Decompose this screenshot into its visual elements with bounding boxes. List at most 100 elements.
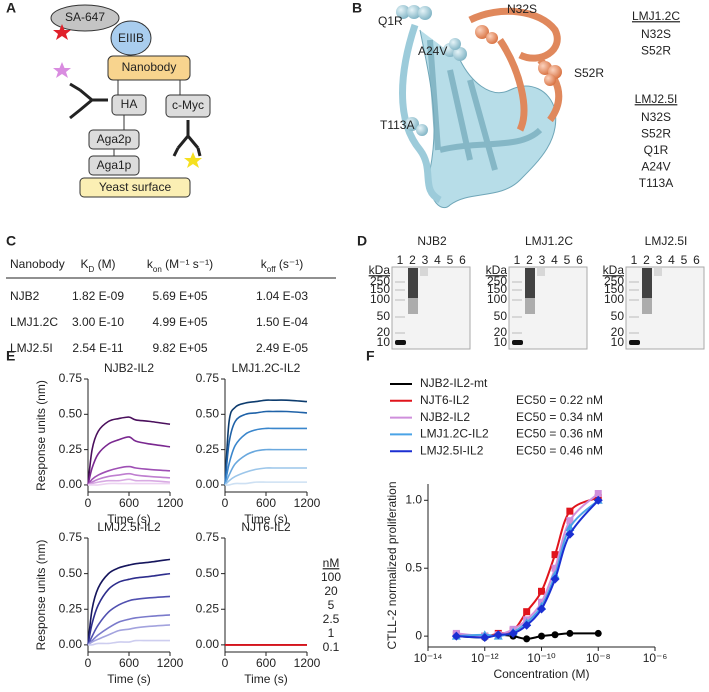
y-axis-label: CTLL-2 normalized proliferation bbox=[385, 481, 399, 649]
smear bbox=[654, 268, 662, 276]
ha-label: HA bbox=[121, 97, 138, 111]
x-tick-label: 10⁻¹² bbox=[471, 651, 499, 665]
ribbon bbox=[427, 39, 543, 171]
table-header: Nanobody bbox=[10, 257, 65, 271]
line bbox=[224, 410, 308, 486]
legend-title: LMJ2.5I bbox=[635, 92, 678, 106]
point bbox=[594, 629, 602, 637]
legend-entry: 0.1 bbox=[323, 640, 340, 654]
point bbox=[551, 551, 559, 559]
diagram-a: SA-647 EIIIB Nanobody HA c-Myc Aga2p Aga… bbox=[50, 4, 211, 198]
panel-label: A bbox=[6, 0, 16, 16]
x-tick-label: 1200 bbox=[294, 656, 321, 670]
chart-title: NJT6-IL2 bbox=[241, 520, 291, 534]
marker-label: 20 bbox=[377, 325, 391, 339]
legend-entry: NJB2-IL2-mt bbox=[420, 376, 488, 390]
lane-label: 6 bbox=[459, 253, 466, 267]
marker-label: 10 bbox=[377, 335, 391, 349]
gel bbox=[508, 266, 588, 350]
lane-label: 2 bbox=[643, 253, 650, 267]
sphere bbox=[407, 5, 421, 19]
line bbox=[224, 448, 307, 486]
y-tick-label: 1.0 bbox=[405, 492, 422, 506]
marker-label: 250 bbox=[370, 274, 390, 288]
ec50-label: EC50 = 0.46 nM bbox=[516, 443, 603, 457]
legend-entry: 5 bbox=[328, 598, 335, 612]
cmyc-label: c-Myc bbox=[172, 98, 204, 112]
point bbox=[493, 630, 503, 640]
header-sub: D bbox=[88, 265, 94, 274]
sphere bbox=[449, 38, 461, 50]
point bbox=[538, 632, 545, 640]
point bbox=[566, 507, 574, 515]
legend-entry: NJT6-IL2 bbox=[420, 393, 470, 407]
line bbox=[224, 467, 307, 486]
violet-star bbox=[53, 62, 71, 78]
point bbox=[538, 587, 545, 595]
lane-label: 6 bbox=[576, 253, 583, 267]
band bbox=[395, 340, 406, 345]
x-tick-label: 10⁻⁶ bbox=[643, 651, 668, 665]
point bbox=[537, 604, 546, 614]
legend-entry: LMJ1.2C-IL2 bbox=[420, 427, 489, 441]
x-tick-label: 600 bbox=[119, 496, 139, 510]
x-tick-label: 10⁻¹⁴ bbox=[414, 651, 443, 665]
ribbon bbox=[399, 23, 442, 204]
nanobody-label: Nanobody bbox=[122, 60, 177, 74]
marker-label: 150 bbox=[370, 282, 390, 296]
y-tick-label: 0.00 bbox=[59, 477, 83, 491]
x-tick-label: 0 bbox=[85, 656, 92, 670]
line bbox=[87, 639, 170, 646]
fit-curve bbox=[456, 499, 599, 638]
table-cell: 3.00 E-10 bbox=[72, 315, 124, 329]
smear bbox=[525, 268, 535, 298]
x-axis-label: Time (s) bbox=[244, 512, 288, 526]
header-sub: on bbox=[153, 265, 162, 274]
legend-item: S52R bbox=[641, 44, 671, 58]
line bbox=[224, 399, 308, 485]
x-tick-label: 10⁻¹⁰ bbox=[527, 651, 556, 665]
lane-label: 5 bbox=[564, 253, 571, 267]
legend-title: nM bbox=[323, 556, 340, 570]
ec50-label: EC50 = 0.36 nM bbox=[516, 427, 603, 441]
point bbox=[551, 564, 559, 572]
chart-title: NJB2-IL2 bbox=[104, 361, 154, 375]
point bbox=[550, 574, 560, 584]
red-star bbox=[53, 24, 71, 40]
line bbox=[87, 478, 171, 486]
lane-label: 2 bbox=[409, 253, 416, 267]
chart-title: LMJ1.2C-IL2 bbox=[232, 361, 301, 375]
lane-label: 4 bbox=[551, 253, 558, 267]
lane-label: 6 bbox=[693, 253, 700, 267]
site-label: S52R bbox=[574, 66, 604, 80]
unit-label: kDa bbox=[369, 263, 391, 277]
aga2p-label: Aga2p bbox=[97, 132, 132, 146]
legend-item: S52R bbox=[641, 127, 671, 141]
y-tick-label: 0.00 bbox=[59, 637, 83, 651]
legend-title: LMJ1.2C bbox=[632, 9, 680, 23]
y-axis-label: Response units (nm) bbox=[34, 380, 48, 491]
y-axis-label: Response units (nm) bbox=[34, 540, 48, 651]
table-cell: LMJ2.5I bbox=[10, 341, 53, 355]
sphere bbox=[453, 47, 467, 61]
gel-title: LMJ1.2C bbox=[525, 234, 573, 248]
marker-label: 250 bbox=[604, 274, 624, 288]
x-axis-label: Time (s) bbox=[244, 672, 288, 686]
lane-label: 1 bbox=[514, 253, 521, 267]
point bbox=[566, 629, 574, 637]
gel-title: NJB2 bbox=[417, 234, 447, 248]
aga1p-shape bbox=[88, 155, 140, 176]
marker-label: 150 bbox=[604, 282, 624, 296]
point bbox=[594, 490, 602, 498]
table-cell: 5.69 E+05 bbox=[152, 289, 207, 303]
site-label: N32S bbox=[507, 2, 537, 16]
ec50-label: EC50 = 0.22 nM bbox=[516, 393, 603, 407]
line bbox=[87, 436, 171, 486]
table-cell: 9.82 E+05 bbox=[152, 341, 207, 355]
x-tick-label: 1200 bbox=[294, 496, 321, 510]
lane-label: 2 bbox=[526, 253, 533, 267]
band bbox=[512, 340, 523, 345]
panel-label: D bbox=[357, 233, 367, 249]
legend-item: T113A bbox=[639, 176, 673, 190]
line bbox=[88, 482, 170, 486]
